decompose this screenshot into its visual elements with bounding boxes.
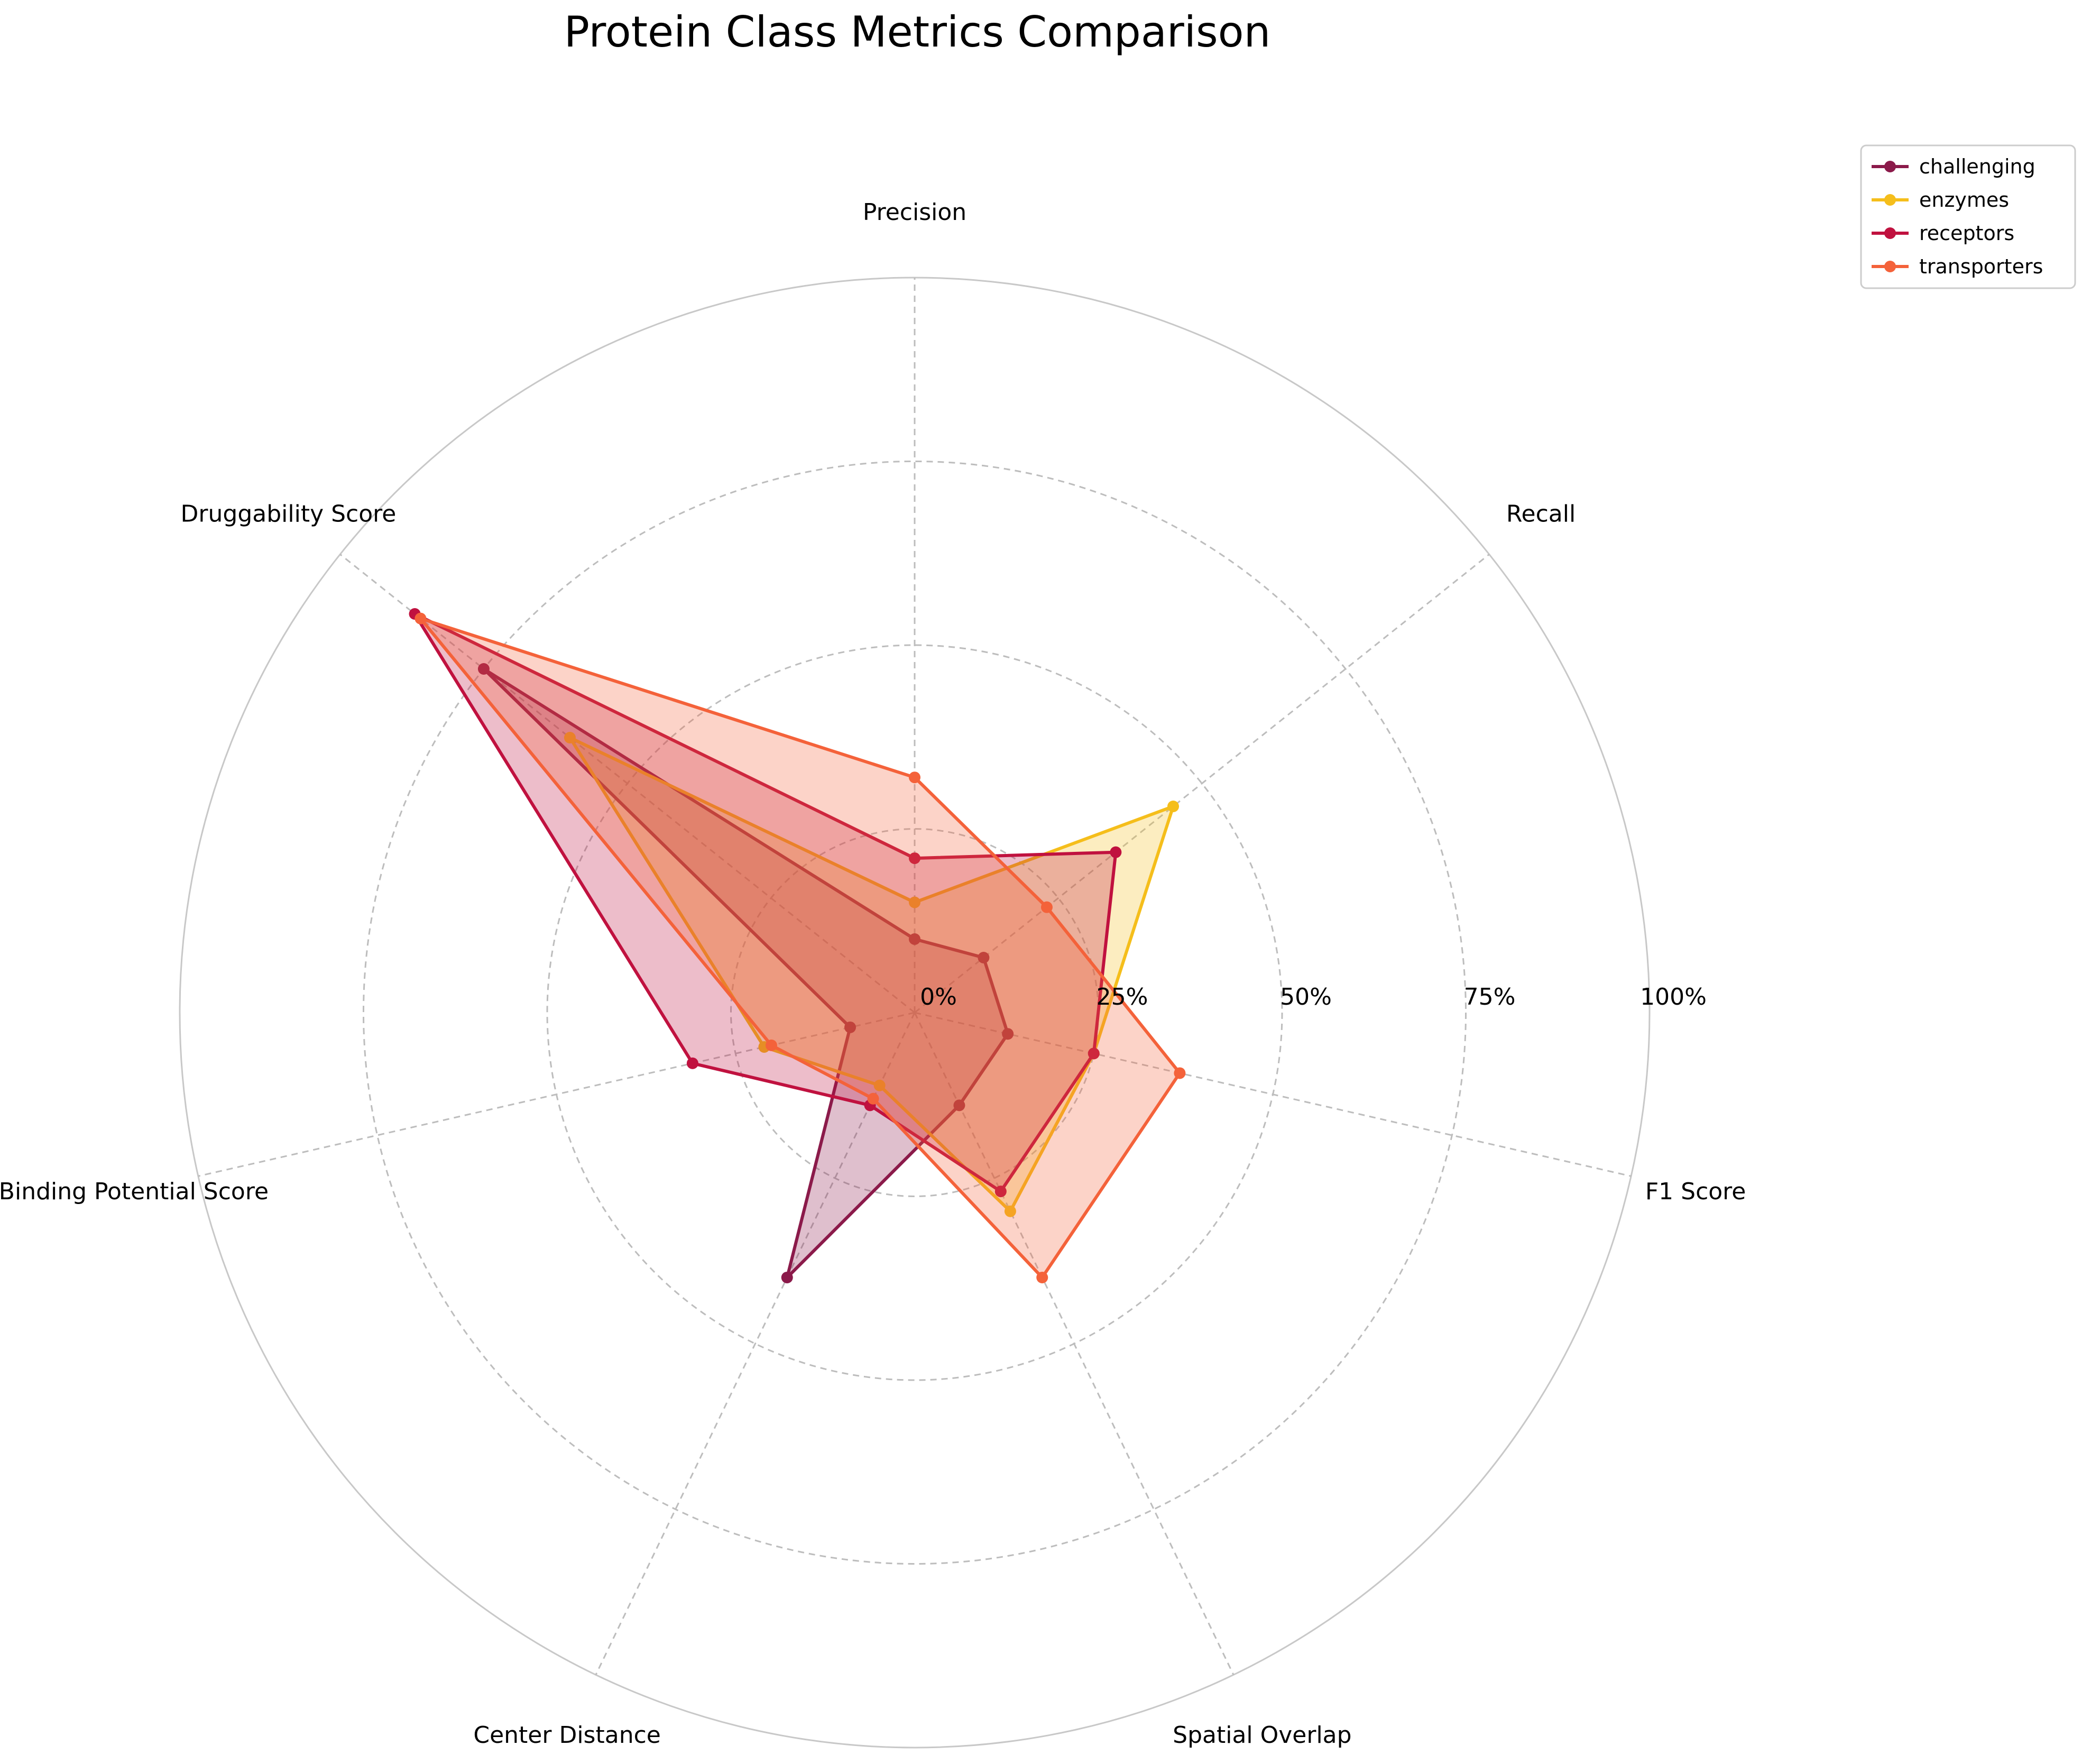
legend-label-enzymes: enzymes (1919, 188, 2009, 212)
point-enzymes-2 (1167, 801, 1180, 813)
spoke-4 (914, 1012, 1235, 1675)
point-receptors-3 (1088, 1048, 1100, 1060)
radar-grid (179, 277, 1651, 1749)
radar-series (409, 608, 1186, 1283)
axis-label-1: Precision (863, 199, 966, 226)
point-challenging-6 (844, 1021, 856, 1033)
axis-label-4: Spatial Overlap (1173, 1722, 1351, 1749)
point-transporters-1 (909, 771, 920, 784)
tick-label-0: 0% (920, 984, 957, 1010)
axis-label-7: Druggability Score (181, 500, 397, 527)
series-line-challenging (482, 667, 1010, 1279)
legend-swatch-marker-receptors (1884, 227, 1896, 239)
tick-label-1: 25% (1097, 984, 1148, 1010)
legend-label-challenging: challenging (1919, 155, 2035, 178)
series-line-enzymes (568, 736, 1175, 1213)
point-transporters-6 (765, 1039, 777, 1051)
point-challenging-2 (978, 952, 990, 964)
axis-labels: Precision Recall F1 Score Spatial Overlap Ce… (0, 199, 1746, 1749)
point-transporters-3 (1174, 1067, 1186, 1079)
point-enzymes-7 (564, 732, 576, 744)
legend: challenging enzymes receptors transporters (1860, 144, 2076, 289)
point-transporters-2 (1040, 901, 1053, 913)
legend-swatch-marker-transporters (1884, 261, 1896, 272)
series-challenging (477, 663, 1014, 1283)
point-enzymes-5 (873, 1079, 886, 1091)
chart-title: Protein Class Metrics Comparison (564, 7, 1271, 57)
point-receptors-4 (994, 1186, 1007, 1198)
series-area-enzymes (570, 738, 1173, 1211)
axis-label-3: F1 Score (1645, 1178, 1746, 1205)
series-area-challenging (483, 669, 1008, 1278)
series-receptors (409, 608, 1122, 1198)
legend-label-receptors: receptors (1919, 222, 2014, 245)
legend-frame (1860, 144, 2076, 289)
spoke-6 (198, 1012, 915, 1177)
series-area-receptors (414, 614, 1116, 1192)
axis-label-6: Binding Potential Score (0, 1178, 269, 1205)
point-challenging-1 (909, 933, 920, 945)
series-line-transporters (419, 617, 1182, 1279)
point-enzymes-1 (909, 896, 920, 908)
point-challenging-5 (781, 1271, 793, 1283)
point-challenging-4 (953, 1099, 965, 1111)
point-receptors-1 (909, 852, 920, 865)
tick-label-3: 75% (1464, 984, 1516, 1010)
point-transporters-7 (414, 612, 427, 624)
spoke-7 (339, 554, 915, 1014)
spoke-5 (595, 1012, 916, 1675)
spoke-2 (914, 554, 1490, 1014)
point-enzymes-4 (1004, 1205, 1016, 1217)
tick-label-4: 100% (1640, 984, 1707, 1010)
tick-label-2: 50% (1280, 984, 1332, 1010)
legend-label-transporters: transporters (1919, 255, 2043, 278)
axis-label-2: Recall (1506, 500, 1576, 527)
series-line-receptors (413, 612, 1118, 1193)
point-transporters-4 (1036, 1271, 1048, 1283)
grid-ring-3 (363, 461, 1467, 1565)
grid-ring-2 (546, 644, 1283, 1381)
point-challenging-7 (477, 663, 490, 675)
legend-swatch-marker-challenging (1884, 161, 1896, 172)
point-challenging-3 (1002, 1028, 1014, 1040)
series-transporters (414, 612, 1186, 1283)
legend-swatch-marker-enzymes (1884, 194, 1896, 206)
point-receptors-2 (1110, 846, 1122, 858)
axis-label-5: Center Distance (473, 1722, 660, 1749)
series-area-transporters (420, 618, 1180, 1278)
point-transporters-5 (867, 1092, 879, 1105)
point-receptors-6 (686, 1057, 698, 1069)
radial-tick-labels: 0% 25% 50% 75% 100% (920, 984, 1707, 1010)
spoke-3 (914, 1012, 1632, 1177)
